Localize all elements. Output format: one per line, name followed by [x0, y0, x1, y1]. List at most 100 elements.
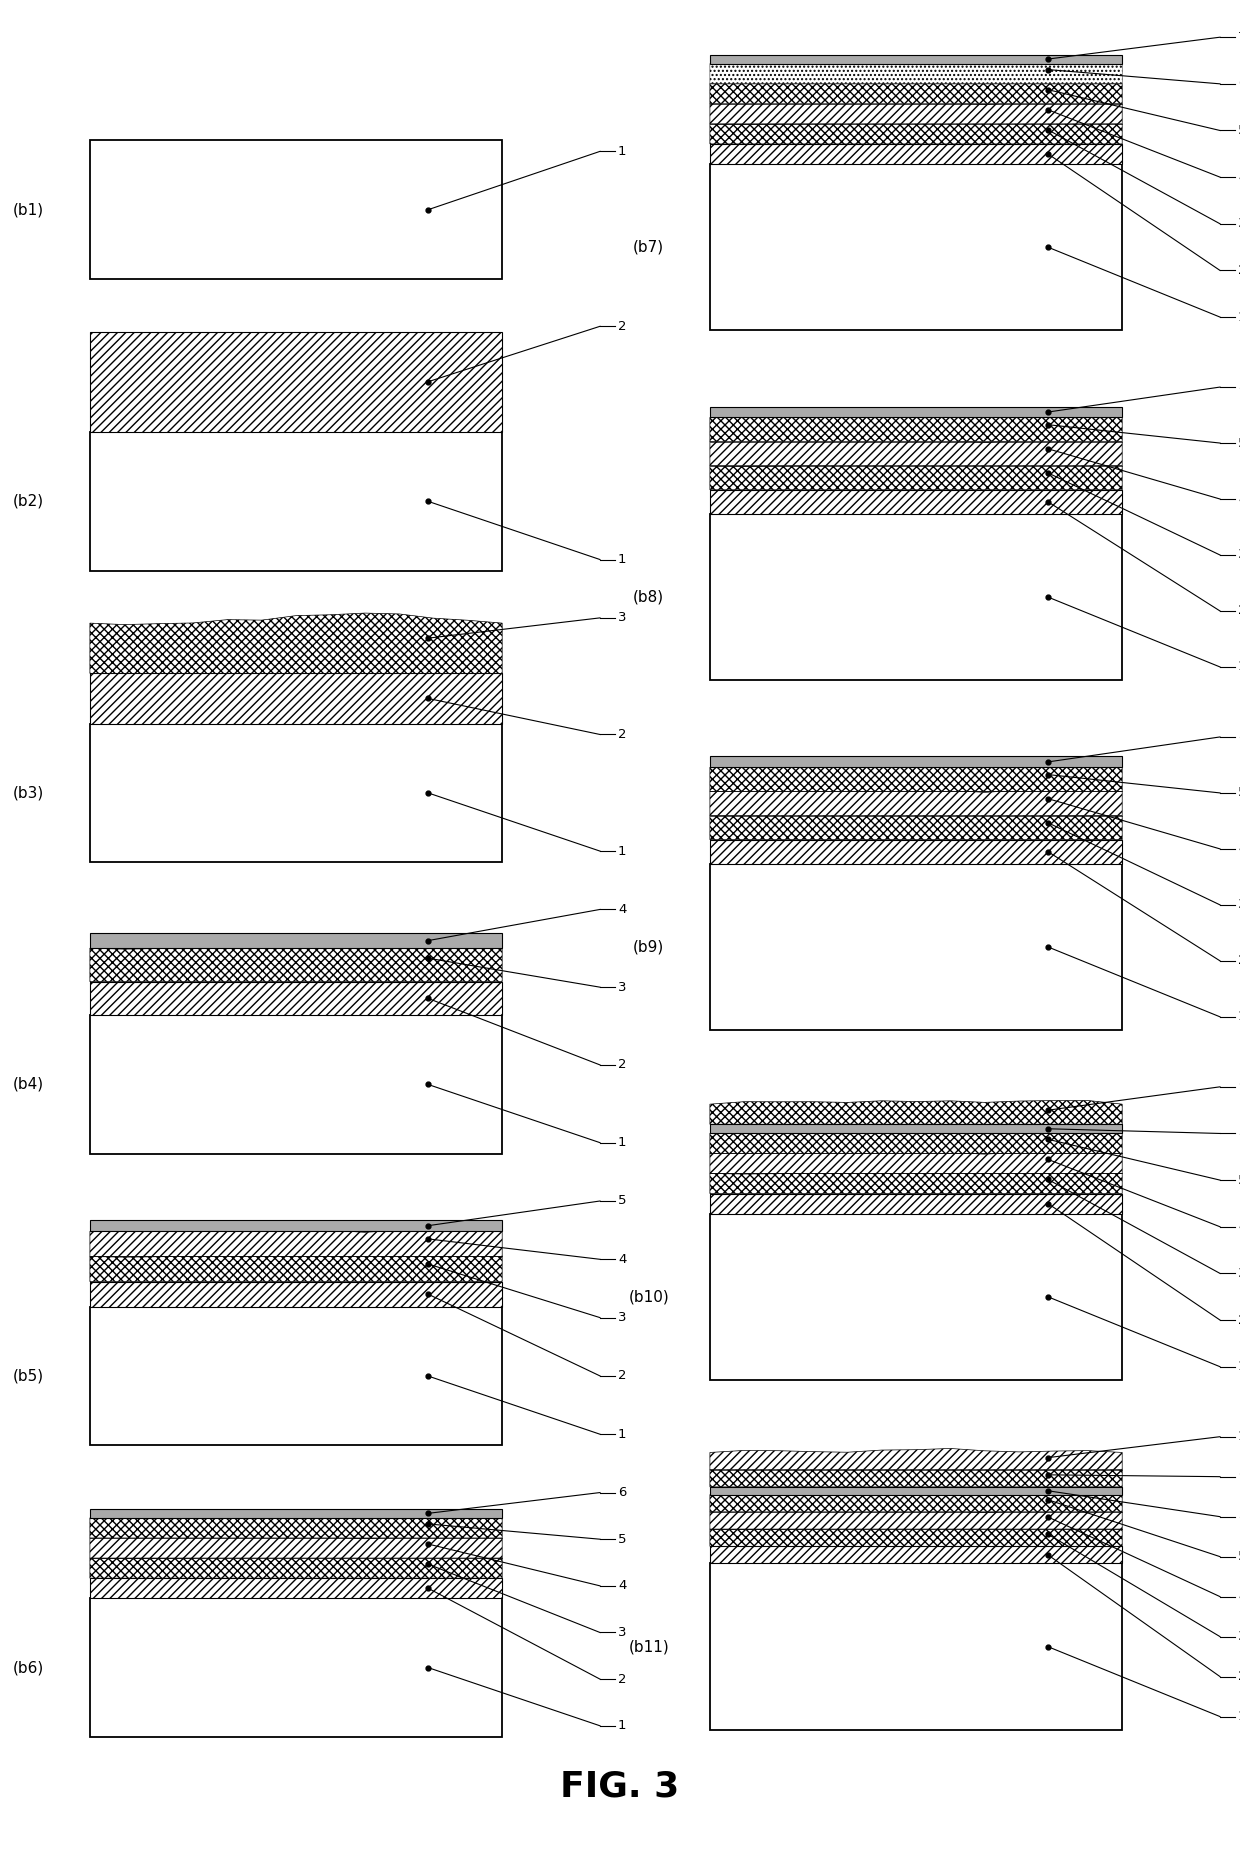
Polygon shape [709, 79, 1122, 103]
Polygon shape [709, 1129, 1122, 1153]
Text: 4: 4 [618, 1579, 626, 1592]
Text: 3: 3 [618, 611, 626, 624]
Text: 1: 1 [1238, 1359, 1240, 1372]
Bar [709, 1125, 1122, 1132]
Text: 2: 2 [618, 321, 626, 332]
Text: 8: 8 [1238, 1127, 1240, 1140]
Text: 4: 4 [1238, 842, 1240, 855]
Bar [709, 407, 1122, 418]
Bar [709, 54, 1122, 64]
Text: 2: 2 [1238, 1671, 1240, 1684]
Polygon shape [709, 1151, 1122, 1174]
Bar [709, 1194, 1122, 1213]
Bar [709, 1487, 1122, 1494]
Bar [709, 1547, 1122, 1564]
Bar [89, 1579, 502, 1598]
Polygon shape [709, 1449, 1122, 1470]
Bar [709, 163, 1122, 330]
Bar [709, 1564, 1122, 1731]
Polygon shape [709, 1170, 1122, 1194]
Bar [709, 840, 1122, 864]
Text: 3: 3 [1238, 218, 1240, 231]
Text: (b4): (b4) [14, 1076, 45, 1091]
Bar [89, 1598, 502, 1736]
Text: 1: 1 [1238, 1710, 1240, 1723]
Text: (b1): (b1) [14, 202, 45, 218]
Polygon shape [709, 1491, 1122, 1511]
Text: 1: 1 [1238, 311, 1240, 324]
Text: (b6): (b6) [14, 1659, 45, 1674]
Bar [709, 144, 1122, 163]
Bar [89, 673, 502, 724]
Text: 3: 3 [618, 981, 626, 994]
Text: 8: 8 [1238, 1509, 1240, 1522]
Polygon shape [709, 58, 1122, 84]
Text: 4: 4 [1238, 493, 1240, 506]
Bar [709, 514, 1122, 681]
Text: 3: 3 [1238, 1629, 1240, 1642]
Text: 2: 2 [618, 1369, 626, 1382]
Polygon shape [709, 1509, 1122, 1528]
Text: FIG. 3: FIG. 3 [560, 1770, 680, 1804]
Bar [89, 141, 502, 279]
Bar [89, 431, 502, 570]
Text: 4: 4 [1238, 1590, 1240, 1603]
Bar [709, 864, 1122, 1029]
Text: 5: 5 [618, 1532, 626, 1545]
Text: 1: 1 [618, 1719, 626, 1732]
Text: (b2): (b2) [14, 493, 45, 508]
Polygon shape [709, 788, 1122, 816]
Text: 3: 3 [618, 1626, 626, 1639]
Bar [89, 1509, 502, 1519]
Bar [89, 982, 502, 1014]
Text: 4: 4 [1238, 171, 1240, 184]
Text: 1: 1 [618, 144, 626, 158]
Text: (b5): (b5) [14, 1369, 45, 1384]
Polygon shape [89, 1554, 502, 1579]
Polygon shape [89, 1228, 502, 1256]
Text: 9: 9 [1238, 1080, 1240, 1093]
Text: 1: 1 [618, 553, 626, 566]
Text: (b11): (b11) [629, 1639, 670, 1654]
Text: 7: 7 [1238, 30, 1240, 43]
Polygon shape [709, 101, 1122, 124]
Text: 10: 10 [1238, 1431, 1240, 1444]
Text: 2: 2 [1238, 1314, 1240, 1326]
Text: 3: 3 [1238, 898, 1240, 911]
Text: 1: 1 [1238, 1011, 1240, 1024]
Text: 2: 2 [1238, 604, 1240, 617]
Polygon shape [89, 941, 502, 982]
Text: 5: 5 [1238, 437, 1240, 450]
Polygon shape [89, 1536, 502, 1558]
Polygon shape [709, 412, 1122, 442]
Text: 8: 8 [1238, 381, 1240, 394]
Bar [89, 934, 502, 949]
Text: 2: 2 [618, 728, 626, 741]
Polygon shape [89, 1251, 502, 1281]
Bar [89, 724, 502, 862]
Polygon shape [89, 613, 502, 673]
Polygon shape [709, 1526, 1122, 1547]
Text: 4: 4 [618, 1252, 626, 1266]
Text: (b7): (b7) [634, 240, 665, 255]
Bar [89, 332, 502, 431]
Polygon shape [709, 763, 1122, 791]
Text: 6: 6 [1238, 77, 1240, 90]
Text: 3: 3 [1238, 1268, 1240, 1281]
Text: 5: 5 [618, 1194, 626, 1208]
Text: 4: 4 [1238, 1221, 1240, 1234]
Text: 3: 3 [618, 1311, 626, 1324]
Text: (b9): (b9) [634, 939, 665, 954]
Polygon shape [89, 1513, 502, 1537]
Text: (b3): (b3) [14, 786, 45, 801]
Bar [709, 756, 1122, 767]
Text: 5: 5 [1238, 1551, 1240, 1564]
Text: 3: 3 [1238, 549, 1240, 561]
Text: (b10): (b10) [629, 1290, 670, 1305]
Text: 1: 1 [618, 844, 626, 857]
Text: 5: 5 [1238, 124, 1240, 137]
Text: 6: 6 [618, 1487, 626, 1498]
Bar [89, 1281, 502, 1307]
Text: 2: 2 [618, 1058, 626, 1071]
Text: 1: 1 [618, 1427, 626, 1440]
